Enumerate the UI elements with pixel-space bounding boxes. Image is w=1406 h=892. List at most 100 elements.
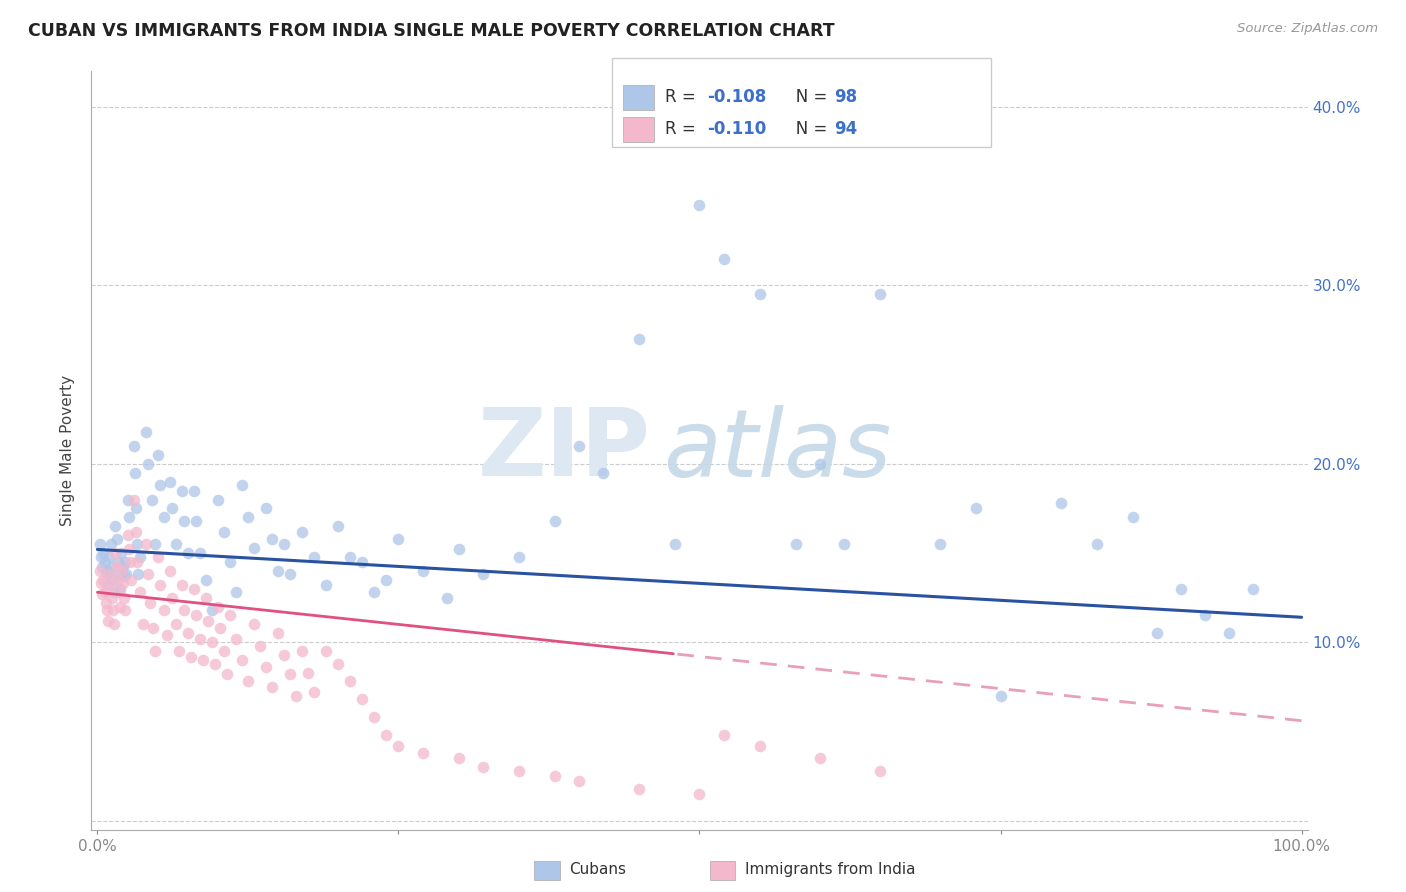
Point [135,425,157,439]
Point [689,787,711,801]
Point [177,546,200,560]
Point [110,546,132,560]
Point [183,483,205,498]
Point [139,596,162,610]
Point [508,764,530,778]
Point [363,710,385,724]
Text: atlas: atlas [664,405,891,496]
Point [387,739,409,753]
Point [225,585,247,599]
Point [243,541,266,555]
Point [117,492,139,507]
Point [664,537,686,551]
Text: ZIP: ZIP [478,404,651,497]
Point [201,603,224,617]
Point [267,626,290,640]
Point [544,769,567,783]
Point [207,492,229,507]
Point [302,549,325,564]
Point [112,569,135,583]
Point [94,596,117,610]
Point [101,603,124,617]
Point [212,644,235,658]
Point [143,537,166,551]
Point [352,555,374,569]
Point [785,537,807,551]
Point [273,648,295,662]
Point [808,751,831,765]
Point [165,617,187,632]
Point [111,576,134,591]
Point [212,524,235,539]
Point [544,514,567,528]
Point [115,567,138,582]
Point [412,564,434,578]
Point [990,689,1012,703]
Point [93,585,115,599]
Point [180,649,202,664]
Point [97,564,120,578]
Point [315,578,337,592]
Text: R =: R = [665,120,702,138]
Point [103,585,125,599]
Point [285,689,308,703]
Point [713,252,735,266]
Point [152,603,174,617]
Point [160,591,183,605]
Point [375,573,398,587]
Point [108,567,131,582]
Point [143,644,166,658]
Point [183,582,205,596]
Point [869,764,891,778]
Point [165,537,187,551]
Point [93,573,115,587]
Point [149,578,172,592]
Point [114,555,136,569]
Point [97,614,120,628]
Point [328,657,350,671]
Point [98,567,121,582]
Point [96,603,118,617]
Point [142,621,165,635]
Point [508,549,530,564]
Point [186,608,208,623]
Point [1049,496,1071,510]
Point [291,644,314,658]
Point [107,573,129,587]
Point [101,560,124,574]
Point [107,555,129,569]
Text: 94: 94 [834,120,858,138]
Point [592,466,614,480]
Point [1170,582,1192,596]
Point [273,537,295,551]
Point [124,466,146,480]
Point [197,614,219,628]
Point [101,591,124,605]
Point [128,549,150,564]
Point [136,457,159,471]
Point [118,555,141,569]
Point [159,475,181,489]
Text: N =: N = [780,88,832,106]
Point [89,564,111,578]
Point [217,667,239,681]
Point [159,564,181,578]
Point [152,510,174,524]
Point [1218,626,1240,640]
Point [628,781,651,796]
Point [315,644,337,658]
Point [278,567,301,582]
Point [114,603,136,617]
Point [291,524,314,539]
Point [471,760,494,774]
Point [146,448,169,462]
Point [339,674,361,689]
Point [207,599,229,614]
Point [218,555,240,569]
Point [965,501,987,516]
Point [136,567,159,582]
Point [100,537,122,551]
Point [132,617,155,632]
Point [302,685,325,699]
Point [243,617,266,632]
